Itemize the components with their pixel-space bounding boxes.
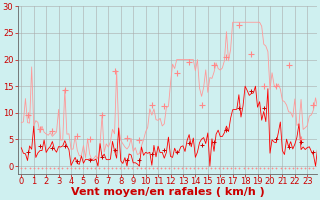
X-axis label: Vent moyen/en rafales ( km/h ): Vent moyen/en rafales ( km/h ) (70, 187, 264, 197)
